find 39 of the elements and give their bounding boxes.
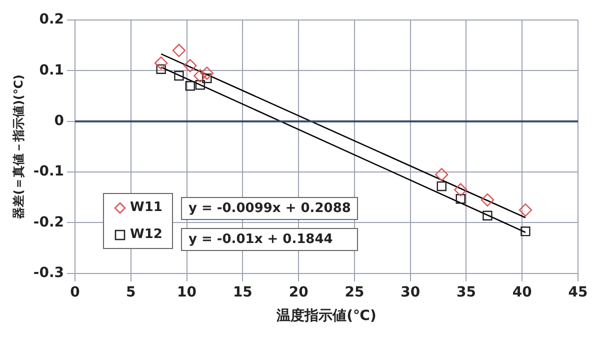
point <box>482 210 492 220</box>
x-tick-label: 35 <box>456 284 476 300</box>
point <box>200 66 214 80</box>
point <box>184 59 197 72</box>
point <box>435 168 448 182</box>
x-tick-label: 0 <box>70 284 80 300</box>
y-tick-label: 0 <box>54 113 64 129</box>
point <box>156 64 166 74</box>
x-tick-label: 25 <box>344 284 364 300</box>
x-tick-label: 45 <box>568 284 588 300</box>
y-tick-label: -0.1 <box>33 164 64 180</box>
point <box>436 181 446 192</box>
x-tick-label: 15 <box>232 284 252 300</box>
legend-label: W11 <box>130 200 162 215</box>
legend-label: W12 <box>130 227 162 242</box>
point <box>518 203 532 217</box>
point <box>456 194 466 204</box>
x-tick-label: 40 <box>512 284 532 300</box>
x-tick-label: 10 <box>177 284 197 300</box>
y-tick-label: 0.1 <box>39 62 64 78</box>
point <box>172 44 186 58</box>
point <box>454 183 468 196</box>
x-tick-label: 20 <box>288 284 309 300</box>
annotation: y = -0.0099x + 0.2088 <box>181 197 358 220</box>
point <box>480 193 494 207</box>
y-tick-label: -0.2 <box>33 214 64 230</box>
x-tick-label: 30 <box>400 284 420 300</box>
y-tick-label: 0.2 <box>39 12 64 28</box>
x-axis-title: 温度指示値(℃) <box>276 307 376 324</box>
y-axis-title: 器差(＝真値－指示値)(℃) <box>11 74 26 220</box>
y-tick-label: -0.3 <box>33 265 64 282</box>
point <box>194 69 207 82</box>
point <box>195 80 206 90</box>
x-tick-label: 5 <box>126 284 136 300</box>
point <box>174 70 184 81</box>
annotation: y = -0.01x + 0.1844 <box>181 228 358 251</box>
point <box>520 226 530 236</box>
point <box>185 81 195 91</box>
point <box>154 56 168 70</box>
